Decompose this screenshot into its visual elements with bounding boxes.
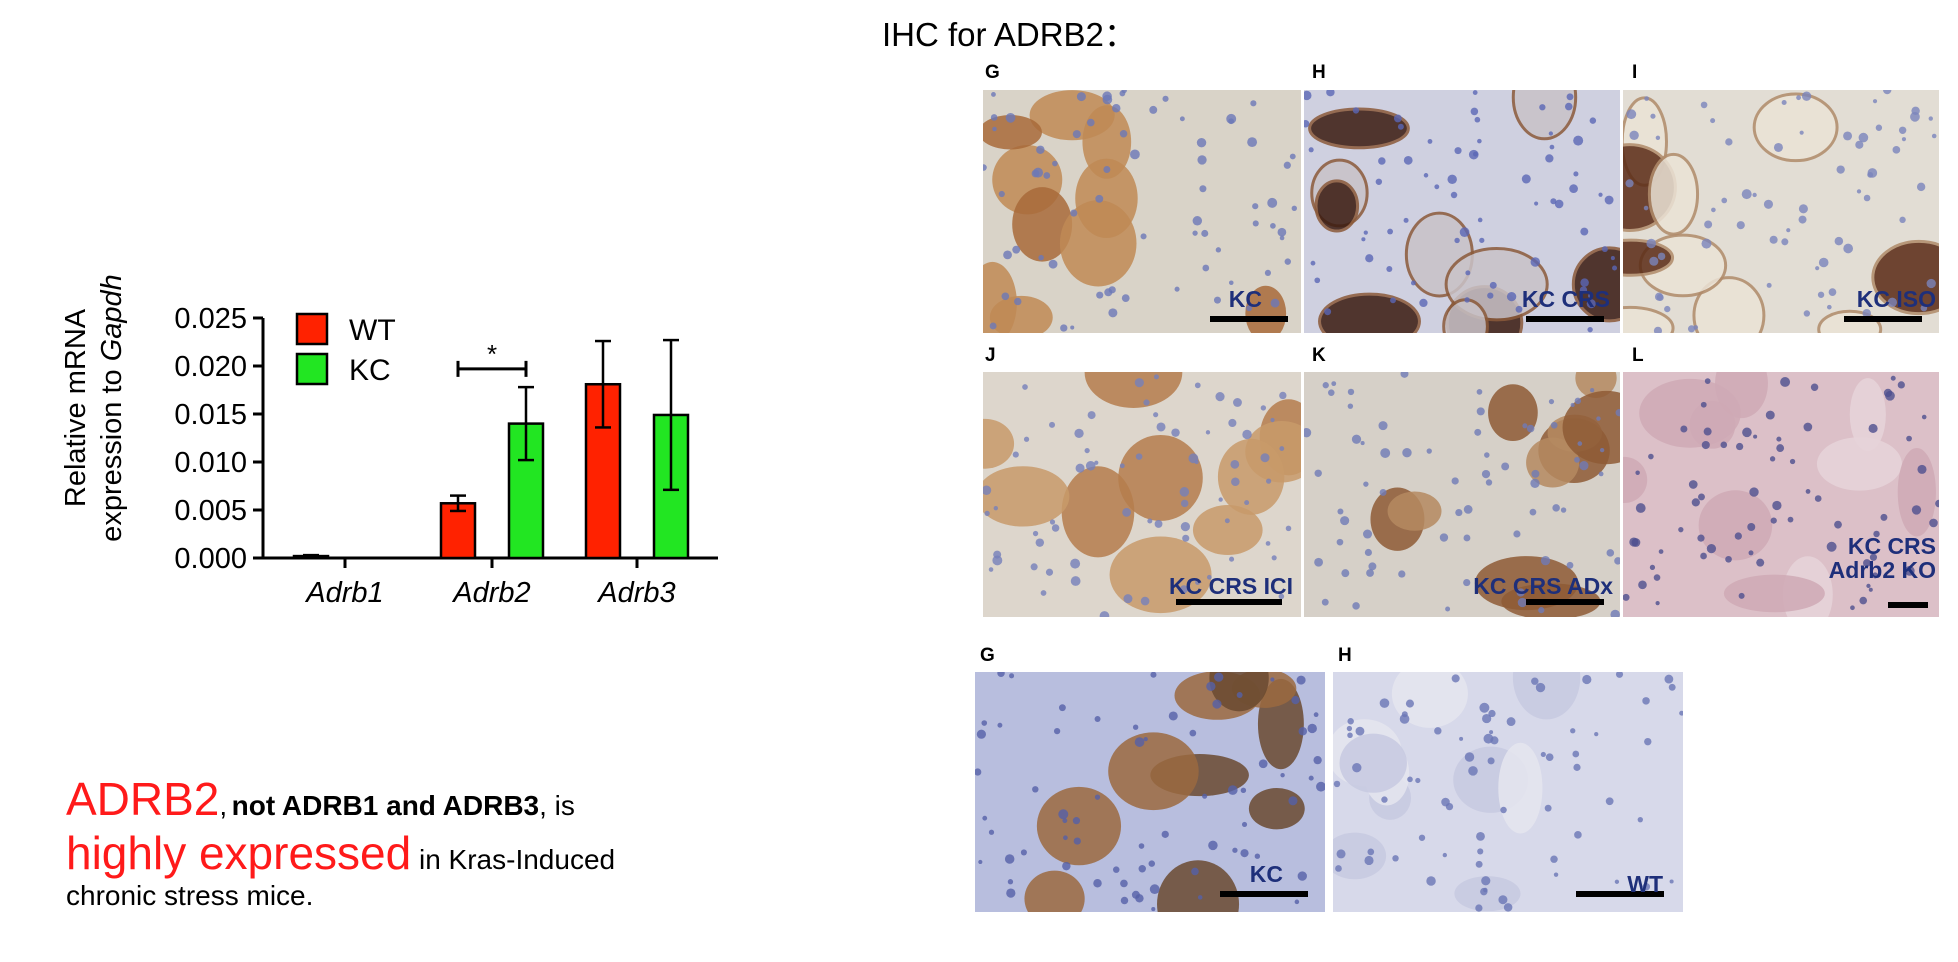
x-tick-label: Adrb1 [304, 577, 383, 609]
scale-bar [1220, 891, 1308, 897]
panel-caption: KC CRS ICI [1169, 573, 1293, 599]
y-axis-label: Relative mRNA [60, 308, 92, 507]
y-axis-label-line2: expression to Gapdh [96, 274, 128, 542]
x-tick-label: Adrb2 [451, 577, 530, 609]
legend-swatch-wt [295, 312, 329, 346]
y-tick-label: 0.020 [174, 351, 247, 383]
legend-swatch-kc [295, 352, 329, 386]
x-tick-label: Adrb3 [596, 577, 675, 609]
summary-comma: , [219, 790, 228, 821]
panel-caption: WT [1627, 871, 1663, 897]
legend-label-kc: KC [349, 354, 391, 387]
ihc-title: IHC for ADRB2： [882, 16, 1137, 53]
panel-caption: KC [1249, 861, 1283, 887]
significance-star: * [487, 339, 497, 369]
panel-letter: G [985, 62, 1000, 83]
y-tick-label: 0.025 [174, 303, 247, 335]
ihc-micrograph [1304, 90, 1620, 333]
summary-highly-expressed: highly expressed [66, 827, 412, 879]
ihc-micrograph [1623, 372, 1939, 617]
bar-wt-adrb2 [439, 502, 477, 560]
panel-letter: L [1632, 345, 1644, 366]
y-tick-label: 0.000 [174, 543, 247, 575]
summary-chronic-stress: chronic stress mice. [66, 880, 314, 911]
ihc-micrograph [975, 672, 1325, 912]
y-tick-label: 0.015 [174, 399, 247, 431]
panel-caption: KC CRS ADx [1473, 573, 1613, 599]
y-tick-label: 0.010 [174, 447, 247, 479]
ihc-micrograph [983, 90, 1301, 333]
summary-is: , is [539, 790, 575, 821]
ihc-micrograph [1304, 372, 1620, 617]
summary-adrb2: ADRB2 [66, 773, 220, 825]
legend-label-wt: WT [349, 314, 396, 347]
y-tick-label: 0.005 [174, 495, 247, 527]
mrna-bar-chart: 0.000 0.005 0.010 0.015 0.020 0.025 Relative m… [60, 274, 718, 609]
scale-bar [1888, 602, 1928, 608]
panel-caption: KC ISO [1856, 286, 1936, 312]
summary-not-adrb1-adrb3: not ADRB1 and ADRB3 [231, 790, 540, 821]
scale-bar [1844, 316, 1922, 322]
scale-bar [1526, 599, 1604, 605]
panel-letter: G [980, 645, 995, 666]
summary-text: ADRB2, not ADRB1 and ADRB3, is highly ex… [66, 772, 746, 912]
scale-bar [1576, 891, 1664, 897]
ihc-micrograph [1623, 90, 1939, 333]
ihc-micrograph [983, 372, 1301, 617]
panel-letter: J [985, 345, 996, 366]
panel-letter: I [1632, 62, 1638, 83]
panel-letter: H [1338, 645, 1352, 666]
scale-bar [1526, 316, 1604, 322]
panel-caption: KC CRS [1521, 286, 1610, 312]
scale-bar [1176, 599, 1282, 605]
summary-kras-induced: in Kras-Induced [411, 844, 616, 875]
scale-bar [1210, 316, 1288, 322]
panel-caption: KC CRS Adrb2 KO [1828, 533, 1936, 584]
panel-letter: K [1312, 345, 1326, 366]
panel-letter: H [1312, 62, 1326, 83]
panel-caption: KC [1228, 286, 1262, 312]
ihc-micrograph [1333, 672, 1683, 912]
